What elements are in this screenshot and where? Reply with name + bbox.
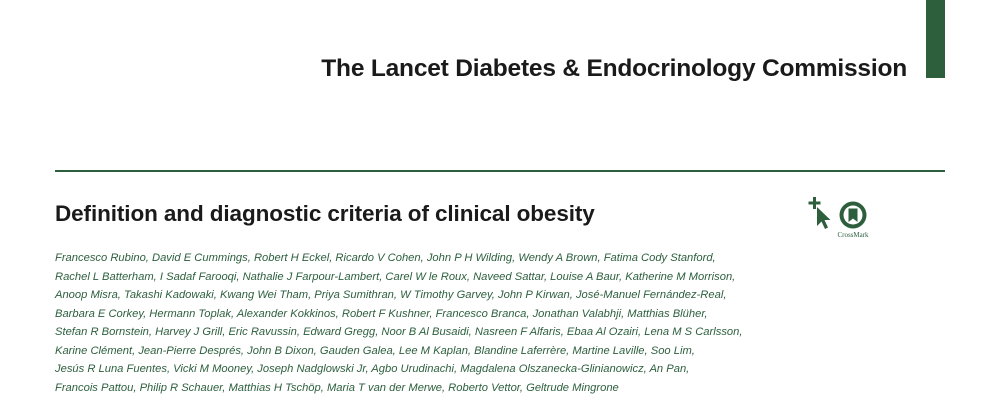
header-divider — [55, 170, 945, 172]
author-line: Stefan R Bornstein, Harvey J Grill, Eric… — [55, 326, 743, 338]
crossmark-badge[interactable]: CrossMark — [835, 200, 871, 244]
crossmark-icon — [839, 201, 867, 229]
author-line: Rachel L Batterham, I Sadaf Farooqi, Nat… — [55, 270, 736, 283]
series-title: The Lancet Diabetes & Endocrinology Comm… — [321, 55, 907, 82]
author-line: Jesús R Luna Fuentes, Vicki M Mooney, Jo… — [55, 363, 690, 375]
crossmark-label: CrossMark — [837, 231, 869, 239]
journal-accent-bar — [926, 0, 945, 78]
author-line: Barbara E Corkey, Hermann Toplak, Alexan… — [55, 307, 708, 320]
author-line: Francesco Rubino, David E Cummings, Robe… — [55, 252, 716, 264]
author-line: Anoop Misra, Takashi Kadowaki, Kwang Wei… — [55, 289, 727, 301]
author-list: Francesco Rubino, David E Cummings, Robe… — [55, 249, 825, 397]
article-title: Definition and diagnostic criteria of cl… — [55, 201, 595, 226]
author-line: Karine Clément, Jean-Pierre Després, Joh… — [55, 344, 695, 357]
check-for-updates-icon[interactable] — [806, 196, 836, 230]
author-line: Francois Pattou, Philip R Schauer, Matth… — [55, 381, 619, 394]
